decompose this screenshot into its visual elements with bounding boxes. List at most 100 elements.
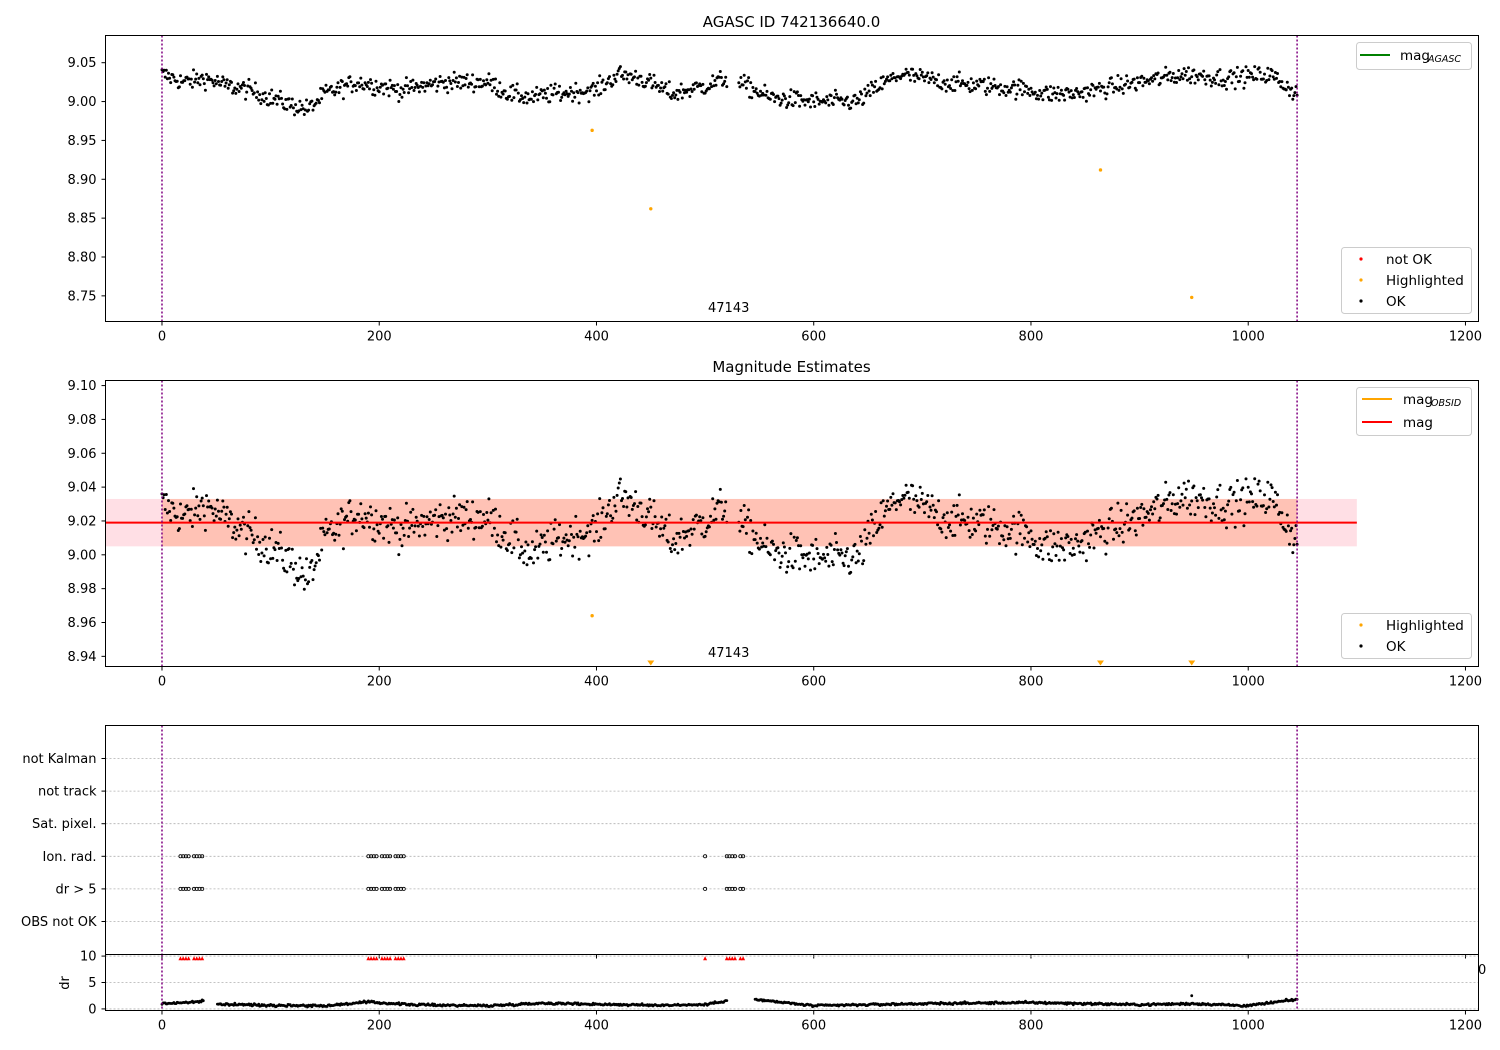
ok-point xyxy=(1195,499,1199,503)
ok-point xyxy=(814,537,818,541)
ok-point xyxy=(1146,511,1150,515)
ok-point xyxy=(450,530,454,534)
ok-point xyxy=(840,97,844,101)
ok-point xyxy=(792,90,796,94)
ok-point xyxy=(1050,559,1054,563)
ok-point xyxy=(1040,543,1044,547)
ok-point xyxy=(1023,90,1026,94)
ok-point xyxy=(724,500,728,504)
ok-point xyxy=(270,88,274,92)
ok-point xyxy=(656,83,660,87)
ok-point xyxy=(1071,93,1075,97)
ok-point xyxy=(779,101,783,105)
ok-point xyxy=(197,76,201,80)
ok-point xyxy=(1025,85,1029,88)
ok-point xyxy=(992,77,996,81)
ok-point xyxy=(1144,80,1148,84)
ok-point xyxy=(782,94,786,98)
ok-point xyxy=(399,523,403,526)
ok-point xyxy=(227,517,231,521)
ok-point xyxy=(847,103,850,107)
ok-point xyxy=(413,86,417,89)
ok-point xyxy=(202,514,206,518)
flag-point xyxy=(703,886,708,891)
ok-point xyxy=(741,525,745,529)
ok-point xyxy=(570,89,573,93)
ok-point xyxy=(557,536,560,540)
ok-point xyxy=(942,513,946,517)
ok-point xyxy=(1149,508,1152,512)
ok-point xyxy=(1227,75,1231,79)
ok-point xyxy=(978,77,982,81)
ok-point xyxy=(398,537,402,541)
ok-point xyxy=(772,93,775,96)
ok-point xyxy=(1293,91,1297,95)
ok-point xyxy=(639,501,643,505)
ok-point xyxy=(792,535,796,539)
ok-point xyxy=(574,81,578,85)
flag-point xyxy=(396,854,401,859)
ok-point xyxy=(263,535,267,539)
ok-point xyxy=(453,80,457,84)
ok-point xyxy=(1084,99,1088,103)
ok-point xyxy=(400,95,404,99)
ok-point xyxy=(514,530,518,534)
ok-point xyxy=(480,84,484,88)
ok-point xyxy=(397,100,401,103)
ok-point xyxy=(1117,534,1121,538)
ok-point xyxy=(179,502,182,506)
ok-point xyxy=(487,497,491,501)
ok-point xyxy=(1177,69,1181,72)
ok-point xyxy=(906,70,910,74)
flag-point xyxy=(382,886,387,891)
ok-point xyxy=(776,546,780,550)
ok-point xyxy=(412,89,416,92)
ok-point xyxy=(1140,74,1144,78)
ok-point xyxy=(375,86,379,90)
ok-point xyxy=(640,515,644,519)
x-tick-label: 800 xyxy=(1019,675,1044,690)
ok-point xyxy=(912,73,916,77)
ok-point xyxy=(831,103,835,106)
ok-point xyxy=(1040,91,1044,95)
ok-point xyxy=(273,97,277,101)
ok-point xyxy=(593,84,597,88)
ok-point xyxy=(258,93,262,97)
ok-point xyxy=(1138,517,1142,520)
ok-point xyxy=(566,94,570,98)
ok-point xyxy=(311,578,315,582)
ok-point xyxy=(1173,76,1177,80)
ok-point xyxy=(755,91,759,95)
ok-point xyxy=(1152,500,1156,504)
ok-point xyxy=(366,511,370,515)
ok-point xyxy=(447,76,451,80)
ok-point xyxy=(238,523,242,527)
ok-point xyxy=(1192,68,1196,72)
ok-point xyxy=(1156,493,1160,497)
ok-point xyxy=(864,94,868,98)
ok-point xyxy=(215,498,219,502)
ok-point xyxy=(782,545,786,549)
ok-point xyxy=(928,505,932,509)
ok-point xyxy=(759,536,762,540)
ok-point xyxy=(1169,79,1173,83)
ok-point xyxy=(220,509,224,513)
ok-point xyxy=(264,547,268,551)
ok-point xyxy=(886,499,890,503)
ok-point xyxy=(523,549,527,553)
ok-point xyxy=(694,513,698,517)
ok-point xyxy=(234,537,238,541)
ok-point xyxy=(1014,97,1018,101)
ok-point xyxy=(533,548,537,552)
panel-2-frame xyxy=(105,380,1479,667)
ok-point xyxy=(354,89,358,92)
ok-point xyxy=(1177,486,1181,490)
ok-point xyxy=(635,518,639,522)
ok-point xyxy=(314,101,318,105)
ok-point xyxy=(813,105,817,108)
ok-point xyxy=(970,88,974,92)
ok-point xyxy=(725,85,729,89)
ok-point xyxy=(1055,544,1059,548)
ok-point xyxy=(1102,527,1106,530)
ok-point xyxy=(865,91,869,95)
